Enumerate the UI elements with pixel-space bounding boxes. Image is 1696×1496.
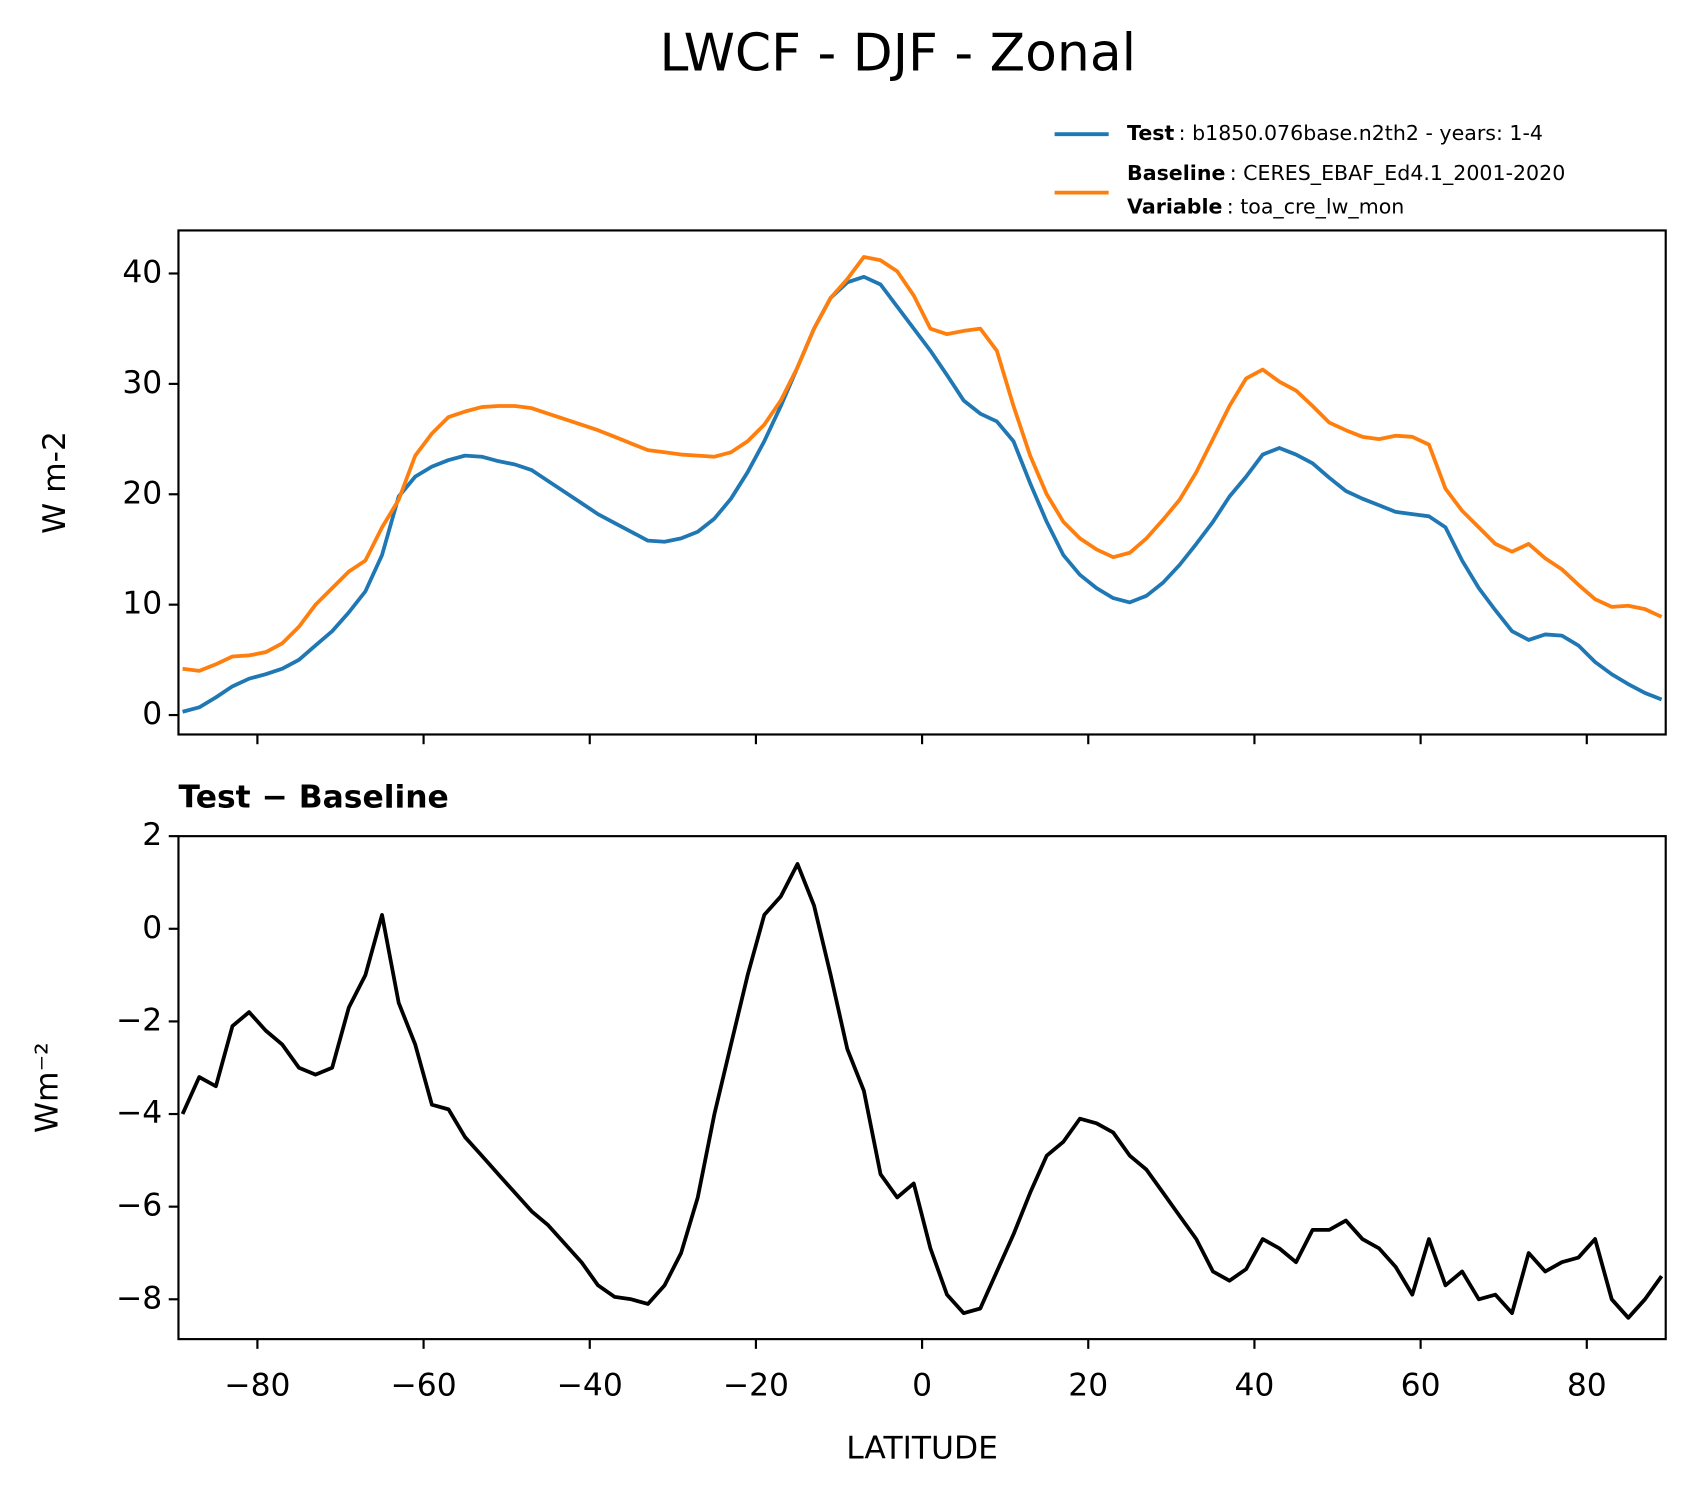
legend-name: Variable	[1127, 195, 1222, 219]
figure-title: LWCF - DJF - Zonal	[659, 23, 1136, 83]
y-tick-label: −4	[116, 1095, 162, 1131]
subplot-title: Test − Baseline	[178, 779, 448, 815]
data-line	[182, 255, 1663, 673]
x-tick-label: −40	[557, 1368, 623, 1404]
x-axis-label: LATITUDE	[846, 1430, 998, 1466]
x-tick-label: 60	[1401, 1368, 1441, 1404]
x-tick-label: −20	[723, 1368, 789, 1404]
legend-description: : CERES_EBAF_Ed4.1_2001-2020	[1230, 161, 1566, 185]
legend-name: Test	[1127, 121, 1174, 145]
y-tick-label: 10	[122, 586, 162, 622]
y-tick-label: 30	[122, 365, 162, 401]
x-tick-label: −60	[390, 1368, 456, 1404]
y-tick-label: −2	[116, 1002, 162, 1038]
x-tick-label: 80	[1567, 1368, 1607, 1404]
y-tick-label: −6	[116, 1188, 162, 1224]
x-tick-label: −80	[224, 1368, 290, 1404]
legend-description: : b1850.076base.n2th2 - years: 1-4	[1179, 121, 1543, 145]
y-axis-label: Wm⁻²	[30, 1042, 66, 1133]
x-tick-label: 20	[1068, 1368, 1108, 1404]
x-tick-label: 0	[912, 1368, 932, 1404]
axes-frame	[177, 835, 1667, 1341]
data-line	[182, 274, 1663, 714]
y-tick-label: −8	[116, 1280, 162, 1316]
y-tick-label: 20	[122, 475, 162, 511]
data-line	[180, 862, 1664, 1320]
legend-description: : toa_cre_lw_mon	[1227, 195, 1405, 219]
y-tick-label: 0	[142, 910, 162, 946]
y-tick-label: 2	[142, 817, 162, 853]
y-tick-label: 0	[142, 696, 162, 732]
legend-name: Baseline	[1127, 161, 1225, 185]
axes-frame	[177, 229, 1667, 736]
y-axis-label: W m-2	[37, 431, 73, 534]
x-tick-label: 40	[1234, 1368, 1274, 1404]
y-tick-label: 40	[122, 254, 162, 290]
